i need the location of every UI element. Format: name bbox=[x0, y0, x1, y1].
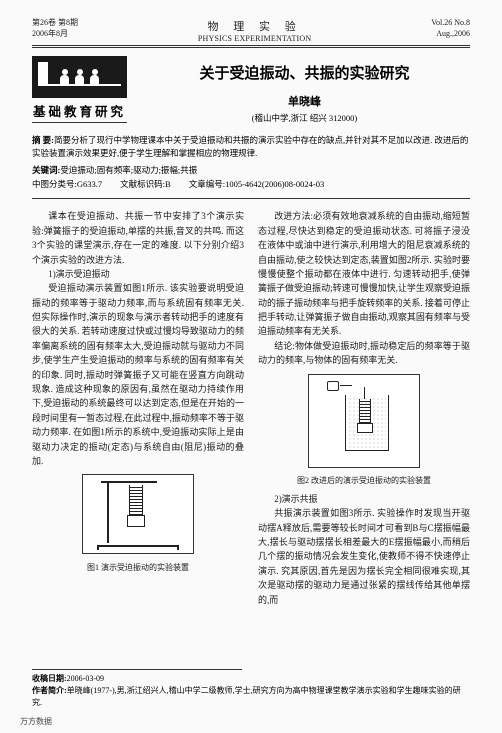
body-columns: 课本在受迫振动、共振一节中安排了3个演示实验:弹簧振子的受迫振动,单摆的共振,音… bbox=[32, 209, 470, 607]
authorbio-label: 作者简介: bbox=[32, 686, 67, 695]
figure-1: 图1 演示受迫振动的实验装置 bbox=[32, 474, 244, 574]
column-right: 改进方法:必须有效地衰减系统的自由振动,缩短暂态过程,尽快达到稳定的受迫振动状态… bbox=[258, 209, 470, 607]
articleid-value: 1005-4642(2006)08-0024-03 bbox=[225, 179, 324, 189]
article-author: 单晓峰 bbox=[139, 93, 470, 109]
received-date: 2006-03-09 bbox=[67, 674, 104, 683]
page-header: 第26卷 第8期 2006年8月 物 理 实 验 PHYSICS EXPERIM… bbox=[32, 18, 470, 46]
figure-2-caption: 图2 改进后的演示受迫振动的实验装置 bbox=[258, 475, 470, 488]
articleid-label: 文章编号: bbox=[189, 179, 225, 189]
classno-label: 中图分类号: bbox=[32, 179, 77, 189]
abstract: 摘 要:简要分析了现行中学物理课本中关于受迫振动和共振的演示实验中存在的缺点,并… bbox=[32, 134, 470, 160]
abstract-text: 简要分析了现行中学物理课本中关于受迫振动和共振的演示实验中存在的缺点,并针对其不… bbox=[32, 135, 468, 158]
date-en: Aug.,2006 bbox=[431, 29, 470, 40]
figure-2: 图2 改进后的演示受迫振动的实验装置 bbox=[258, 374, 470, 488]
para-l2: 受迫振动演示装置如图1所示. 该实验要说明受迫振动的频率等于驱动力频率,而与系统… bbox=[32, 281, 244, 468]
title-block: 基础教育研究 关于受迫振动、共振的实验研究 单晓峰 (稽山中学,浙江 绍兴 31… bbox=[32, 56, 470, 124]
received-label: 收稿日期: bbox=[32, 674, 67, 683]
meta-row: 中图分类号:G633.7 文献标识码:B 文章编号:1005-4642(2006… bbox=[32, 178, 470, 190]
footer: 收稿日期:2006-03-09 作者简介:单晓峰(1977-),男,浙江绍兴人,… bbox=[32, 669, 470, 709]
article-affiliation: (稽山中学,浙江 绍兴 312000) bbox=[139, 112, 470, 124]
badge-icon bbox=[32, 56, 127, 98]
abstract-label: 摘 要: bbox=[32, 135, 54, 145]
doccode-label: 文献标识码: bbox=[120, 179, 165, 189]
column-left: 课本在受迫振动、共振一节中安排了3个演示实验:弹簧振子的受迫振动,单摆的共振,音… bbox=[32, 209, 244, 607]
keywords-text: 受迫振动;固有频率;驱动力;振幅;共振 bbox=[60, 165, 197, 175]
header-left: 第26卷 第8期 2006年8月 bbox=[32, 18, 78, 43]
para-r3: 共振演示装置如图3所示. 实验操作时发现当开驱动摆A释放后,需要等较长时间才可看… bbox=[258, 506, 470, 607]
header-center: 物 理 实 验 PHYSICS EXPERIMENTATION bbox=[198, 18, 312, 43]
badge-label: 基础教育研究 bbox=[32, 101, 127, 123]
volume-issue-en: Vol.26 No.8 bbox=[431, 18, 470, 29]
header-right: Vol.26 No.8 Aug.,2006 bbox=[431, 18, 470, 43]
heading-r2: 2)演示共振 bbox=[258, 492, 470, 506]
watermark: 万方数据 bbox=[20, 716, 52, 727]
article-title: 关于受迫振动、共振的实验研究 bbox=[139, 62, 470, 83]
keywords-label: 关键词: bbox=[32, 165, 60, 175]
keywords-line: 关键词:受迫振动;固有频率;驱动力;振幅;共振 bbox=[32, 164, 470, 176]
para-l1: 课本在受迫振动、共振一节中安排了3个演示实验:弹簧振子的受迫振动,单摆的共振,音… bbox=[32, 209, 244, 267]
classno-value: G633.7 bbox=[77, 179, 102, 189]
doccode-value: B bbox=[165, 179, 171, 189]
journal-title-cn: 物 理 实 验 bbox=[198, 18, 312, 34]
authorbio-text: 单晓峰(1977-),男,浙江绍兴人,稽山中学二级教师,学士,研究方向为高中物理… bbox=[32, 686, 461, 707]
para-r1: 改进方法:必须有效地衰减系统的自由振动,缩短暂态过程,尽快达到稳定的受迫振动状态… bbox=[258, 209, 470, 339]
heading-l1: 1)演示受迫振动 bbox=[32, 267, 244, 281]
figure-1-caption: 图1 演示受迫振动的实验装置 bbox=[32, 562, 244, 575]
section-badge: 基础教育研究 bbox=[32, 56, 127, 123]
volume-issue-cn: 第26卷 第8期 bbox=[32, 18, 78, 29]
journal-title-en: PHYSICS EXPERIMENTATION bbox=[198, 34, 312, 43]
date-cn: 2006年8月 bbox=[32, 29, 78, 40]
para-r2: 结论:物体做受迫振动时,振动稳定后的频率等于驱动力的频率,与物体的固有频率无关. bbox=[258, 339, 470, 368]
